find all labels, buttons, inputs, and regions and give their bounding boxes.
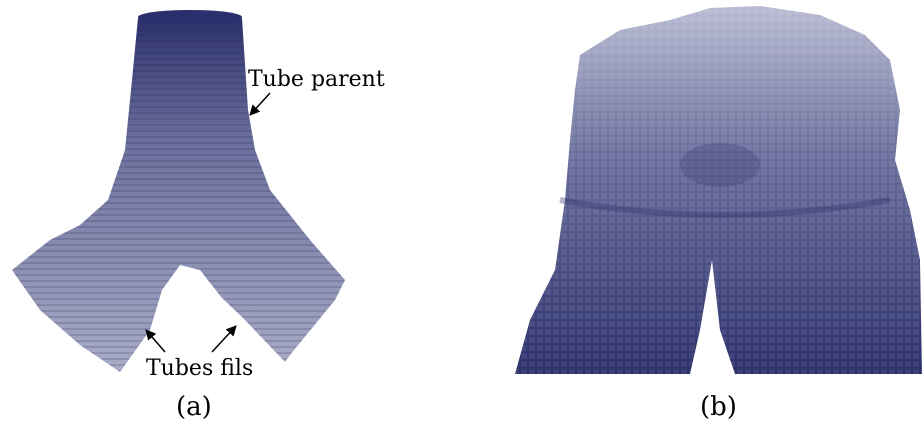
panel-b-voxel-model bbox=[515, 6, 922, 374]
annotation-tube-parent: Tube parent bbox=[248, 67, 385, 92]
arrow-tube-parent bbox=[249, 92, 271, 116]
arrow-tubes-fils-right bbox=[211, 325, 237, 353]
annotation-tubes-fils: Tubes fils bbox=[146, 356, 253, 381]
caption-a: (a) bbox=[176, 392, 212, 422]
arrow-tubes-fils-left bbox=[145, 329, 166, 353]
caption-b: (b) bbox=[700, 392, 737, 422]
panel-a-voxel-model bbox=[12, 10, 345, 372]
